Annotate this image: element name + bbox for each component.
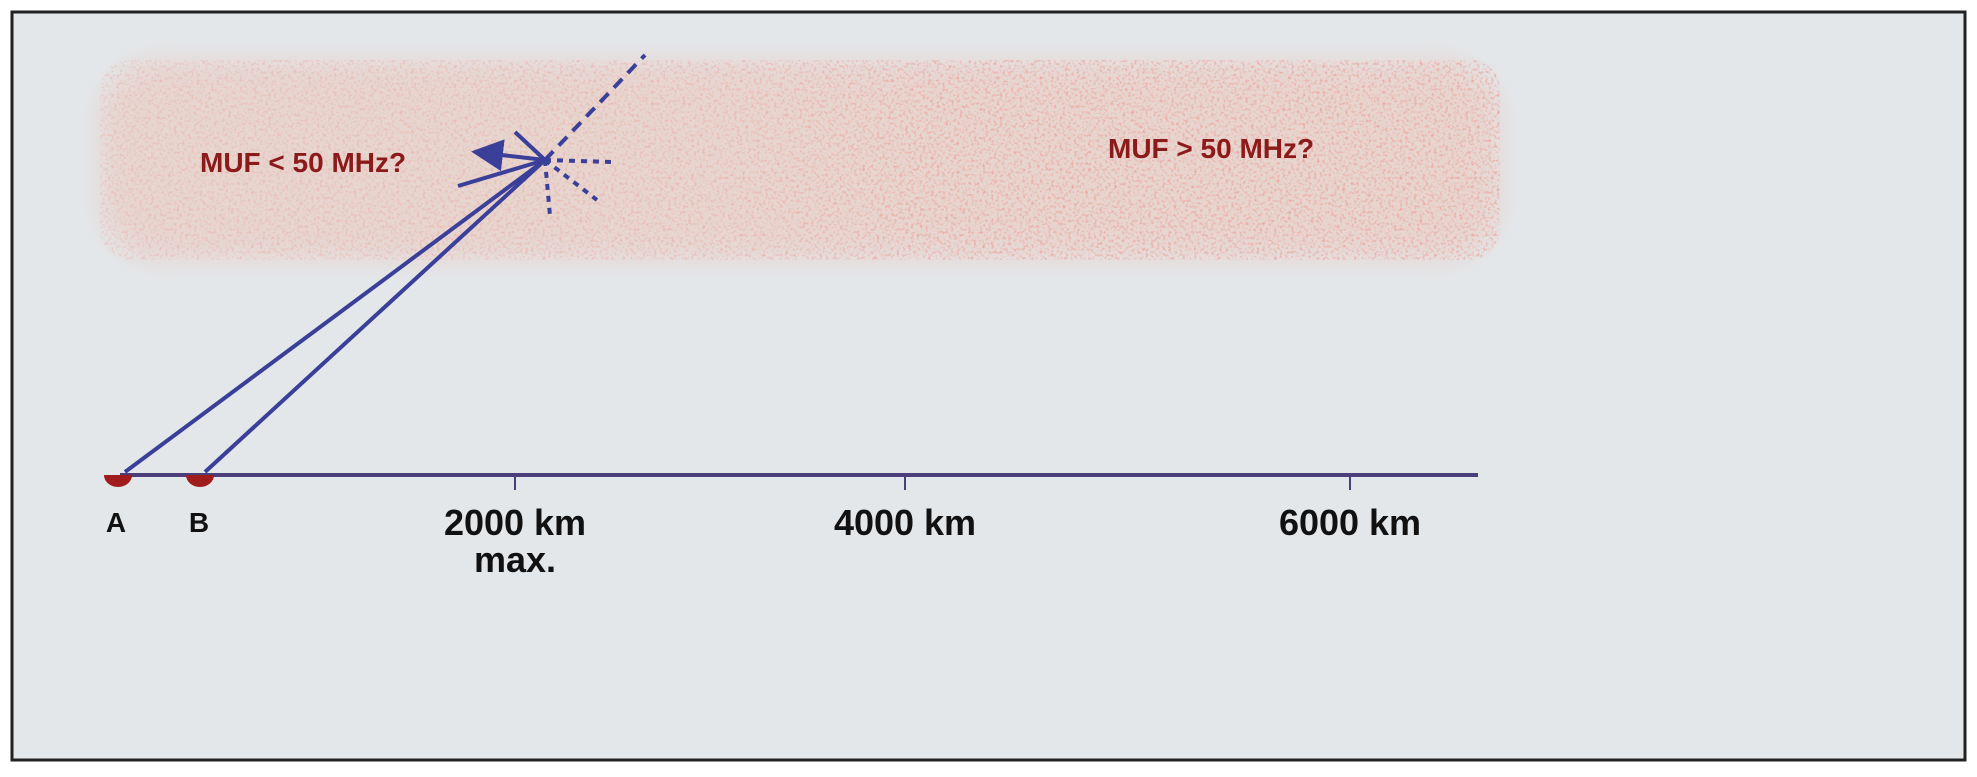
station-label: B xyxy=(189,507,209,538)
station-label: A xyxy=(106,507,126,538)
page: MUF < 50 MHz? MUF > 50 MHz? A B 2000 km … xyxy=(0,0,1977,772)
distance-note: max. xyxy=(474,539,556,580)
diagram: MUF < 50 MHz? MUF > 50 MHz? A B 2000 km … xyxy=(0,0,1977,772)
region-label: MUF > 50 MHz? xyxy=(1108,133,1314,164)
distance-label: 6000 km xyxy=(1279,502,1421,543)
distance-label: 4000 km xyxy=(834,502,976,543)
distance-label: 2000 km xyxy=(444,502,586,543)
region-label: MUF < 50 MHz? xyxy=(200,147,406,178)
